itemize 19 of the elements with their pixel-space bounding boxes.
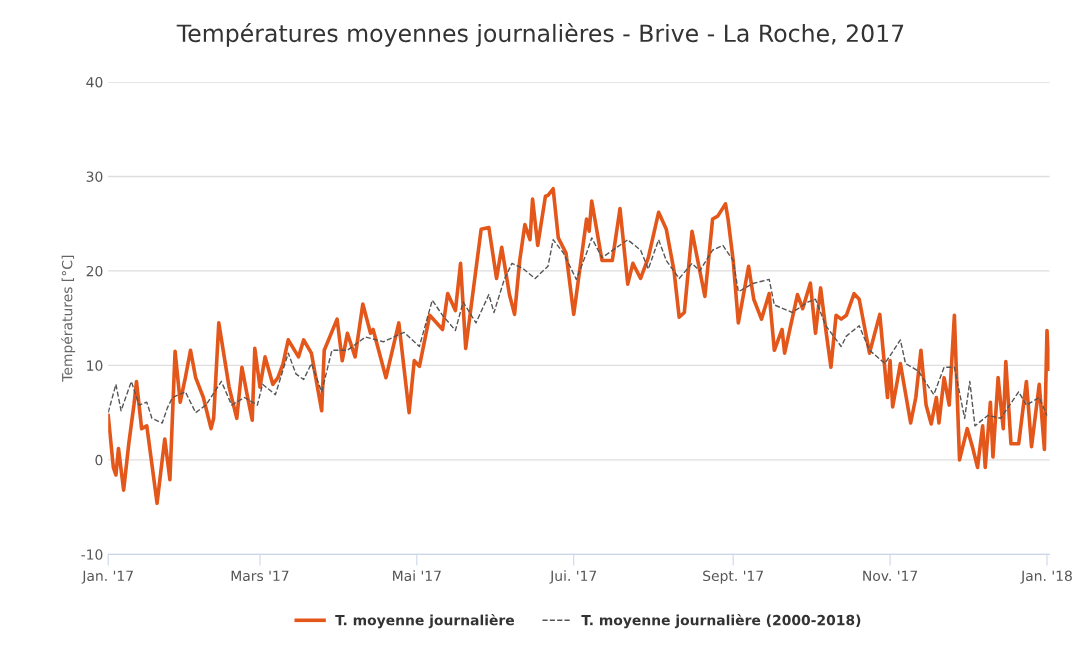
y-tick-label: -10 <box>81 549 103 560</box>
y-axis-title: Températures [°C] <box>61 255 76 382</box>
y-tick-label: 10 <box>87 360 103 371</box>
y-tick-label: 40 <box>86 76 103 88</box>
line-series <box>108 237 1048 427</box>
line-series <box>108 186 1050 506</box>
legend-label: T. moyenne journalière (2000-2018) <box>581 614 861 629</box>
y-tick-label: 0 <box>95 454 103 466</box>
x-tick-label: Jan. '17 <box>81 570 133 584</box>
legend-label: T. moyenne journalière <box>335 614 514 629</box>
y-tick-label: 30 <box>86 171 103 182</box>
chart-title: Températures moyennes journalières - Brive - La Roche, 2017 <box>176 22 904 47</box>
x-tick-label: Jui. '17 <box>549 570 597 584</box>
x-tick-label: Mars '17 <box>231 570 289 582</box>
x-tick-label: Mai '17 <box>393 570 441 582</box>
x-tick-label: Nov. '17 <box>863 570 918 582</box>
x-tick-label: Jan. '18 <box>1020 570 1072 584</box>
x-tick-label: Sept. '17 <box>703 570 763 584</box>
y-tick-label: 20 <box>86 265 103 277</box>
